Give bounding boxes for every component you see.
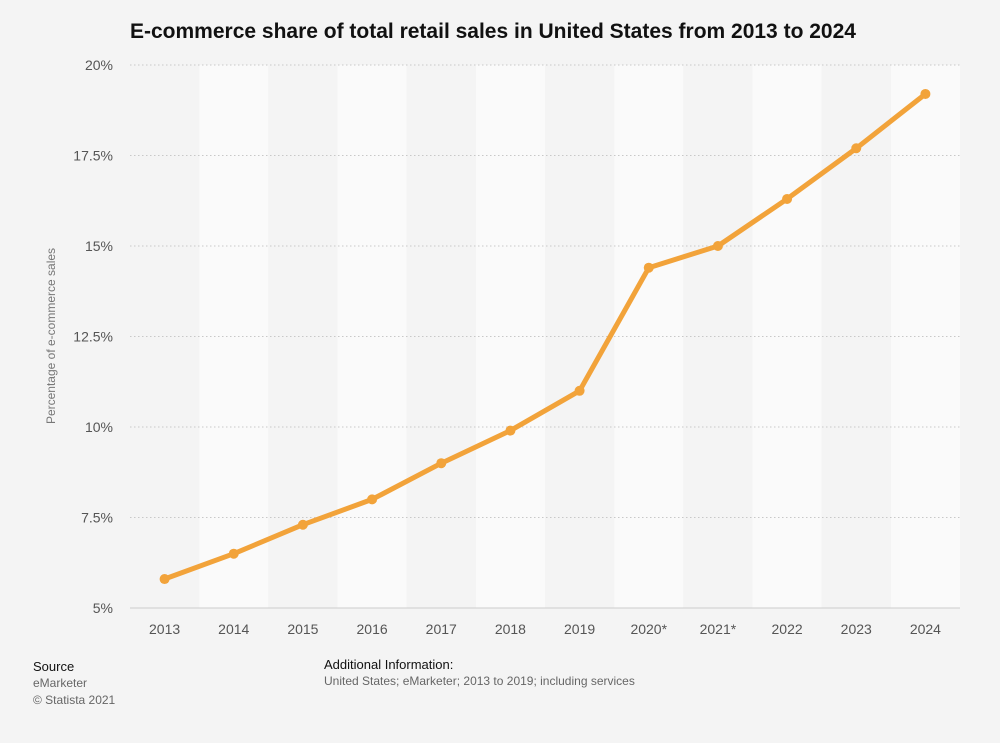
copyright: © Statista 2021 bbox=[33, 693, 116, 707]
y-tick-label: 17.5% bbox=[73, 148, 113, 164]
x-tick-label: 2018 bbox=[495, 621, 526, 637]
column-band bbox=[130, 65, 200, 608]
data-point bbox=[782, 193, 793, 204]
line-chart: 5%7.5%10%12.5%15%17.5%20% 2013 2014 2015 20… bbox=[44, 57, 960, 637]
x-tick-label: 2014 bbox=[218, 621, 249, 637]
column-band bbox=[614, 65, 684, 608]
column-band bbox=[337, 65, 407, 608]
y-tick-label: 10% bbox=[85, 419, 113, 435]
data-point bbox=[643, 262, 654, 273]
chart-title: E-commerce share of total retail sales i… bbox=[130, 20, 856, 43]
y-axis-label: Percentage of e-commerce sales bbox=[44, 248, 58, 424]
y-axis-ticks: 5% 7.5% 10% 12.5% 15% 17.5% 20% bbox=[73, 57, 113, 616]
x-axis-ticks: 2013 2014 2015 2016 2017 2018 2019 2020* 2021* 20… bbox=[149, 621, 941, 637]
series-group bbox=[159, 88, 931, 585]
additional-info-title: Additional Information: bbox=[324, 657, 454, 672]
x-tick-label: 2017 bbox=[426, 621, 457, 637]
data-point bbox=[297, 519, 308, 530]
x-tick-label: 2024 bbox=[910, 621, 941, 637]
additional-info-block: Additional Information: United States; e… bbox=[324, 656, 635, 690]
source-block: Source eMarketer © Statista 2021 bbox=[33, 658, 115, 709]
data-point bbox=[228, 548, 239, 559]
x-tick-label: 2013 bbox=[149, 621, 180, 637]
column-band bbox=[199, 65, 269, 608]
x-tick-label: 2020* bbox=[630, 621, 667, 637]
data-point bbox=[436, 458, 447, 469]
x-tick-label: 2019 bbox=[564, 621, 595, 637]
data-point bbox=[851, 143, 862, 154]
x-tick-label: 2015 bbox=[287, 621, 318, 637]
y-tick-label: 7.5% bbox=[81, 510, 113, 526]
data-point bbox=[920, 88, 931, 99]
column-band bbox=[406, 65, 476, 608]
source-title: Source bbox=[33, 659, 75, 674]
data-point bbox=[159, 574, 170, 585]
x-tick-label: 2022 bbox=[772, 621, 803, 637]
y-tick-label: 20% bbox=[85, 57, 113, 73]
data-point bbox=[574, 385, 585, 396]
y-tick-label: 12.5% bbox=[73, 329, 113, 345]
data-point bbox=[367, 494, 378, 505]
data-point bbox=[712, 241, 723, 251]
y-tick-label: 15% bbox=[85, 238, 113, 254]
additional-info-text: United States; eMarketer; 2013 to 2019; … bbox=[324, 674, 635, 688]
source-name: eMarketer bbox=[33, 676, 88, 690]
data-point bbox=[505, 425, 516, 436]
gridlines bbox=[130, 64, 960, 609]
x-tick-label: 2023 bbox=[841, 621, 872, 637]
x-tick-label: 2021* bbox=[700, 621, 737, 637]
series-line bbox=[162, 91, 928, 582]
x-tick-label: 2016 bbox=[357, 621, 388, 637]
y-tick-label: 5% bbox=[93, 600, 113, 616]
column-band bbox=[890, 65, 960, 608]
